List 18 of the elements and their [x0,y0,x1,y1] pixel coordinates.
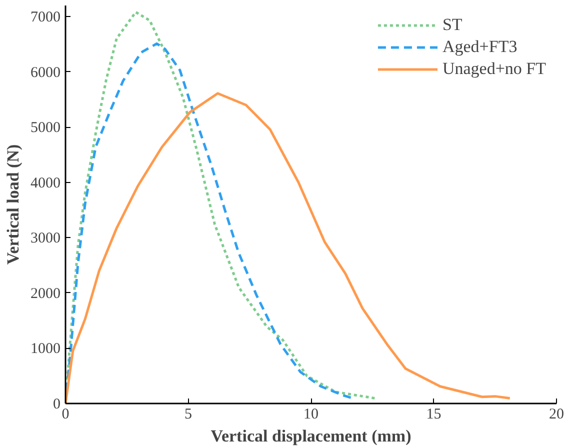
y-tick-label: 1000 [30,341,60,358]
legend-label: ST [442,15,462,35]
x-axis-title: Vertical displacement (mm) [210,426,412,446]
x-tick-label: 15 [426,406,442,422]
y-tick-label: 3000 [30,230,60,247]
y-tick-label: 4000 [30,175,60,192]
y-tick-label: 7000 [30,10,60,26]
y-axis-title: Vertical load (N) [4,144,22,265]
line-series [66,92,512,404]
y-tick-label: 0 [53,396,60,412]
x-tick-label: 5 [184,406,192,422]
legend-label: Aged+FT3 [442,37,518,57]
y-tick-label: 2000 [30,286,60,302]
x-tick-label: 20 [549,406,564,422]
legend-label: Unaged+no FT [442,59,546,79]
y-tick-label: 5000 [30,120,60,136]
y-tick-label: 6000 [30,64,60,81]
x-tick-label: 10 [304,406,318,422]
